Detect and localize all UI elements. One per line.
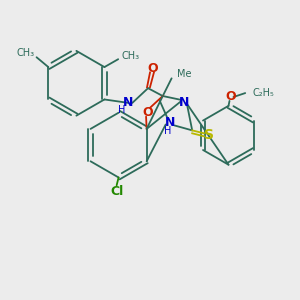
Text: H: H: [164, 126, 171, 136]
Text: Me: Me: [176, 69, 191, 80]
Text: CH₃: CH₃: [121, 51, 139, 61]
Text: O: O: [143, 106, 153, 119]
Text: H: H: [118, 105, 125, 115]
Text: CH₃: CH₃: [16, 48, 34, 58]
Text: N: N: [123, 96, 134, 110]
Text: O: O: [225, 91, 236, 103]
Text: N: N: [164, 116, 175, 129]
Text: C₂H₅: C₂H₅: [252, 88, 274, 98]
Text: O: O: [148, 62, 158, 75]
Text: N: N: [179, 96, 190, 110]
Text: S: S: [204, 128, 214, 142]
Text: Cl: Cl: [110, 185, 123, 198]
